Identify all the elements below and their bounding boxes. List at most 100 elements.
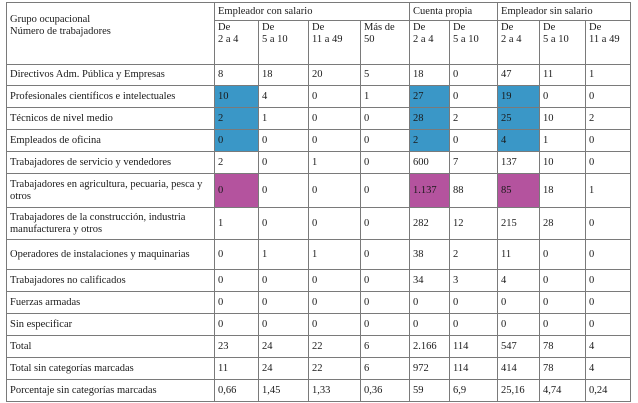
table-cell: 0: [585, 313, 632, 336]
table-cell: 0: [258, 269, 309, 292]
highlighted-cell-blue: 0: [214, 129, 259, 152]
table-cell: 0: [214, 291, 259, 314]
highlighted-cell-blue: 28: [409, 107, 451, 130]
occupational-table-frame: Grupo ocupacional Número de trabajadores…: [6, 2, 632, 402]
table-cell: 11: [497, 239, 541, 270]
table-cell: 12: [449, 207, 499, 240]
row-label: Total: [6, 335, 215, 358]
table-cell: 0: [308, 313, 361, 336]
highlighted-cell-magenta: 1.137: [409, 173, 451, 208]
table-cell: 22: [308, 357, 361, 380]
table-cell: 0: [308, 207, 361, 240]
row-label: Empleados de oficina: [6, 129, 215, 152]
table-cell: 0: [409, 291, 451, 314]
table-row: Trabajadores en agricultura, pecuaria, p…: [6, 173, 632, 208]
row-label-header-line2: Número de trabajadores: [10, 26, 111, 37]
table-cell: 18: [258, 64, 309, 86]
table-cell: 0: [449, 291, 499, 314]
table-row: Fuerzas armadas 0 0 0 0 0 0 0 0 0: [6, 291, 632, 314]
table-cell: 0: [258, 207, 309, 240]
table-cell: 78: [539, 335, 587, 358]
table-cell: 0: [214, 313, 259, 336]
table-cell: 0: [308, 107, 361, 130]
table-cell: 10: [539, 107, 587, 130]
table-cell: 1,33: [308, 379, 361, 402]
occupational-employment-table: Grupo ocupacional Número de trabajadores…: [6, 2, 632, 402]
table-cell: 18: [539, 173, 587, 208]
table-cell: 0: [359, 107, 411, 130]
highlighted-cell-blue: 25: [497, 107, 541, 130]
header-subcol-row: De 2 a 4 De 5 a 10 De 11 a 49 Más de 50 De 2 …: [7, 20, 632, 65]
table-cell: 0: [585, 151, 632, 174]
table-row: Directivos Adm. Pública y Empresas 8 18 20 5…: [6, 64, 632, 86]
table-cell: 0: [308, 173, 361, 208]
table-cell: 0,24: [585, 379, 632, 402]
table-cell: 600: [409, 151, 451, 174]
table-cell: 0: [497, 313, 541, 336]
table-cell: 0: [449, 64, 499, 86]
table-cell: 88: [449, 173, 499, 208]
table-row: Trabajadores de la construcción, industr…: [6, 207, 632, 240]
table-cell: 282: [409, 207, 451, 240]
table-cell: 6: [359, 357, 411, 380]
table-row: Operadores de instalaciones y maquinaria…: [6, 239, 632, 270]
table-cell: 972: [409, 357, 451, 380]
table-cell: 0: [449, 129, 499, 152]
subcol-header: De 11 a 49: [308, 20, 361, 65]
table-cell: 22: [308, 335, 361, 358]
row-label: Directivos Adm. Pública y Empresas: [6, 64, 215, 86]
table-cell: 59: [409, 379, 451, 402]
table-cell: 114: [449, 357, 499, 380]
row-label: Porcentaje sin categorías marcadas: [6, 379, 215, 402]
table-cell: 0: [539, 313, 587, 336]
table-cell: 137: [497, 151, 541, 174]
table-cell: 4,74: [539, 379, 587, 402]
table-cell: 215: [497, 207, 541, 240]
table-row: Técnicos de nivel medio 2 1 0 0 28 2 25 10 2: [6, 107, 632, 130]
table-cell: 1: [308, 151, 361, 174]
table-cell: 0: [539, 269, 587, 292]
highlighted-cell-magenta: 0: [214, 173, 259, 208]
table-cell: 114: [449, 335, 499, 358]
row-label: Técnicos de nivel medio: [6, 107, 215, 130]
table-cell: 8: [214, 64, 259, 86]
row-label-header-line1: Grupo ocupacional: [10, 14, 91, 25]
table-cell: 0: [359, 173, 411, 208]
table-cell: 0,36: [359, 379, 411, 402]
table-cell: 0: [359, 151, 411, 174]
table-cell: 0: [585, 269, 632, 292]
table-cell: 38: [409, 239, 451, 270]
table-cell: 0: [308, 129, 361, 152]
table-row: Trabajadores no calificados 0 0 0 0 34 3 4 0 0: [6, 269, 632, 292]
highlighted-cell-blue: 2: [214, 107, 259, 130]
subcol-header: De 5 a 10: [539, 20, 587, 65]
table-row: Total 23 24 22 6 2.166 114 547 78 4: [6, 335, 632, 358]
table-cell: 0: [308, 291, 361, 314]
table-cell: 0: [449, 85, 499, 108]
highlighted-cell-blue: 10: [214, 85, 259, 108]
table-cell: 0: [409, 313, 451, 336]
header-group-row: Grupo ocupacional Número de trabajadores…: [6, 2, 632, 65]
table-cell: 24: [258, 335, 309, 358]
table-cell: 0: [214, 239, 259, 270]
table-cell: 2: [214, 151, 259, 174]
group-header-empleador-sin-salario: Empleador sin salario: [497, 2, 632, 21]
table-cell: 3: [449, 269, 499, 292]
highlighted-cell-blue: 19: [497, 85, 541, 108]
table-cell: 0: [497, 291, 541, 314]
row-label-header: Grupo ocupacional Número de trabajadores: [6, 2, 215, 65]
table-row: Trabajadores de servicio y vendedores 2 0 1…: [6, 151, 632, 174]
row-label: Trabajadores de servicio y vendedores: [6, 151, 215, 174]
table-cell: 25,16: [497, 379, 541, 402]
table-cell: 10: [539, 151, 587, 174]
highlighted-cell-blue: 27: [409, 85, 451, 108]
table-cell: 0: [258, 129, 309, 152]
table-cell: 1: [539, 129, 587, 152]
table-cell: 0: [539, 291, 587, 314]
subcol-header: Más de 50: [359, 20, 411, 65]
table-cell: 0: [585, 129, 632, 152]
table-row: Empleados de oficina 0 0 0 0 2 0 4 1 0: [6, 129, 632, 152]
table-cell: 18: [409, 64, 451, 86]
group-header-empleador-con-salario: Empleador con salario: [213, 2, 411, 21]
table-cell: 1: [359, 85, 411, 108]
